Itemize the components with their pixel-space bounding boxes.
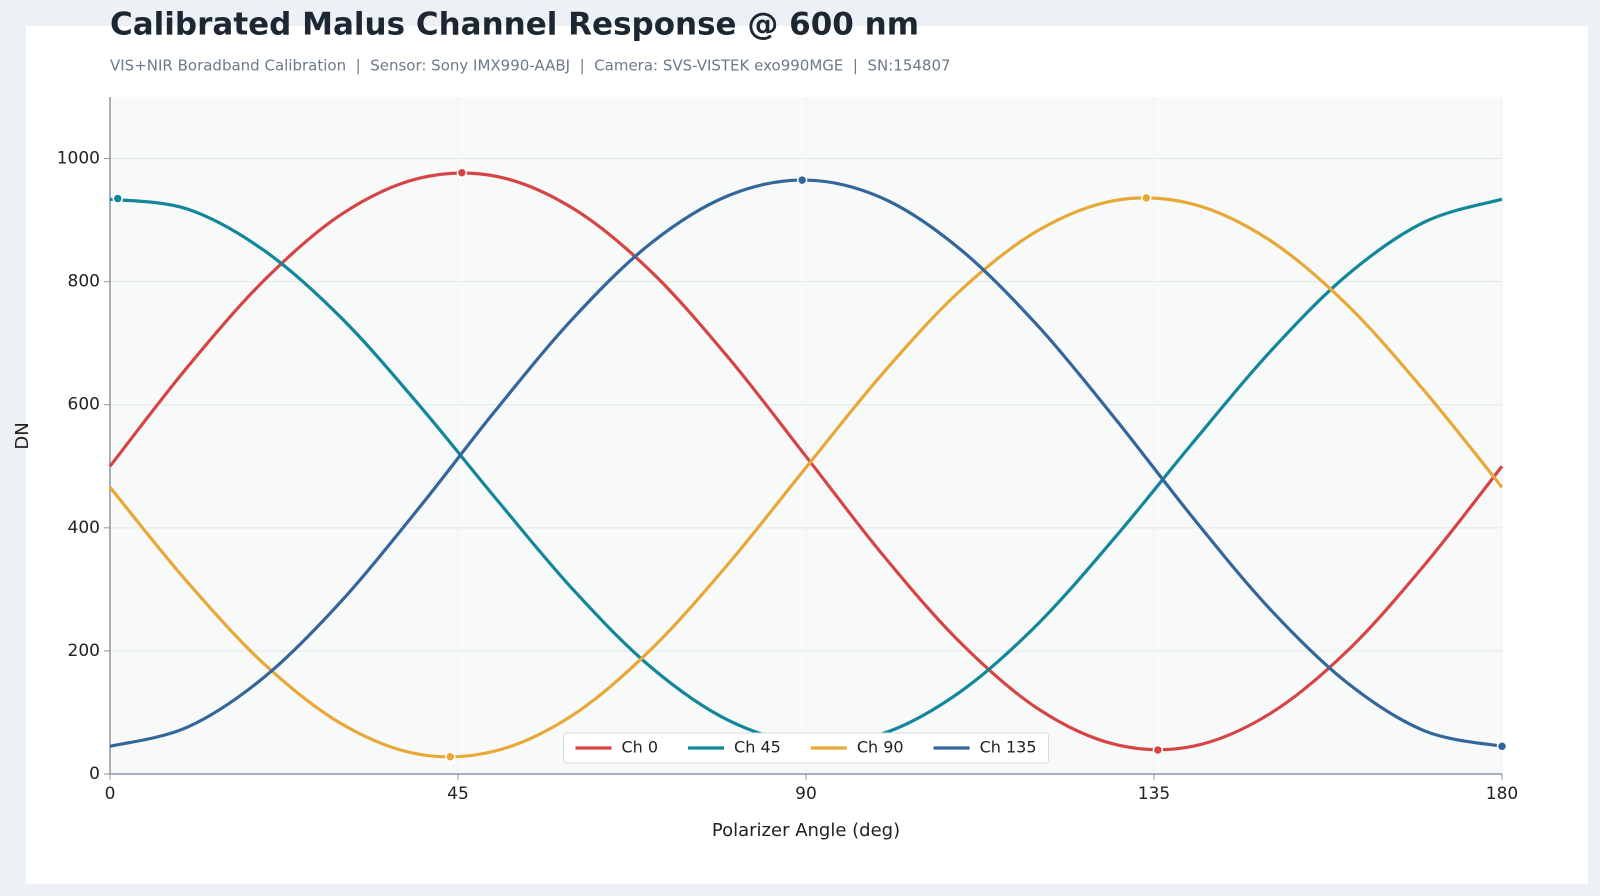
legend-label: Ch 45 <box>734 738 781 757</box>
y-axis-label: DN <box>12 422 33 449</box>
peak-marker <box>1496 741 1508 752</box>
legend-label: Ch 0 <box>621 738 658 757</box>
series-line <box>108 196 1504 759</box>
legend-label: Ch 90 <box>857 738 904 757</box>
peak-marker <box>1141 192 1152 204</box>
peak-marker <box>445 751 456 763</box>
chart-subtitle: VIS+NIR Boradband Calibration | Sensor: … <box>110 57 951 75</box>
y-tick-label: 200 <box>68 641 100 661</box>
peak-marker <box>456 167 468 178</box>
legend-box <box>562 732 1050 764</box>
x-tick-label: 45 <box>447 784 469 804</box>
legend: Ch 0 Ch 45 Ch 90 Ch 135 <box>562 732 1050 764</box>
series-line <box>108 171 1504 752</box>
y-tick-label: 1000 <box>57 149 100 169</box>
x-tick-label: 90 <box>795 784 817 804</box>
y-tick-label: 0 <box>89 764 100 784</box>
y-tick-label: 600 <box>68 395 100 415</box>
y-tick-label: 400 <box>68 518 100 538</box>
peak-marker <box>1152 744 1164 756</box>
peak-marker <box>796 174 808 186</box>
x-axis-label: Polarizer Angle (deg) <box>712 820 900 841</box>
x-tick-label: 0 <box>105 784 116 804</box>
y-tick-label: 800 <box>68 272 100 292</box>
peak-marker <box>112 193 123 204</box>
legend-label: Ch 135 <box>980 738 1037 757</box>
chart-title: Calibrated Malus Channel Response @ 600 … <box>110 7 919 43</box>
x-tick-label: 180 <box>1486 784 1518 804</box>
x-tick-label: 135 <box>1138 784 1170 804</box>
